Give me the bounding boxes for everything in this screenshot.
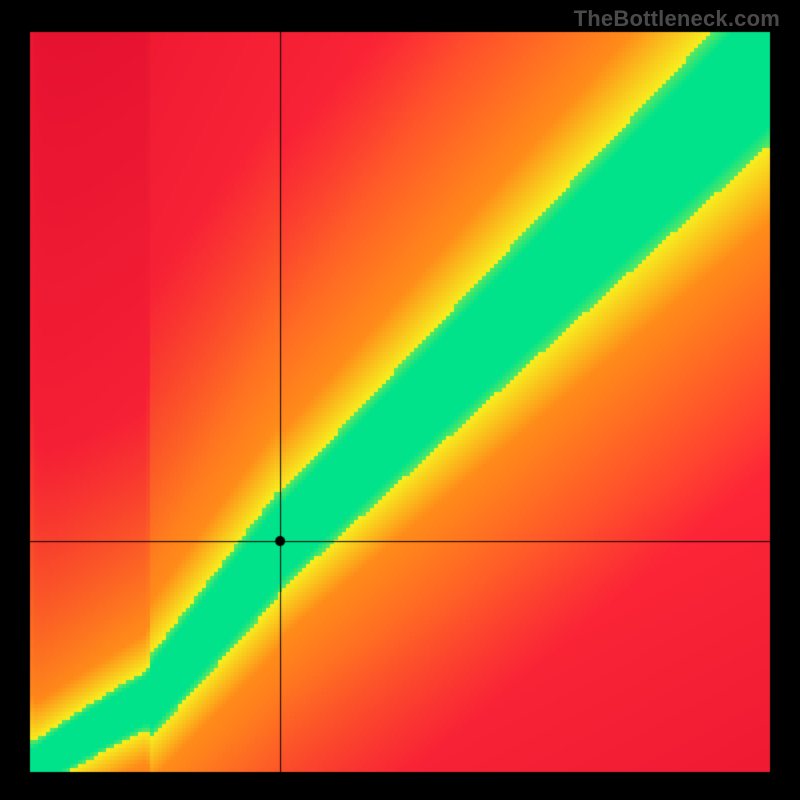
attribution-label: TheBottleneck.com	[574, 6, 780, 32]
bottleneck-heatmap	[0, 0, 800, 800]
